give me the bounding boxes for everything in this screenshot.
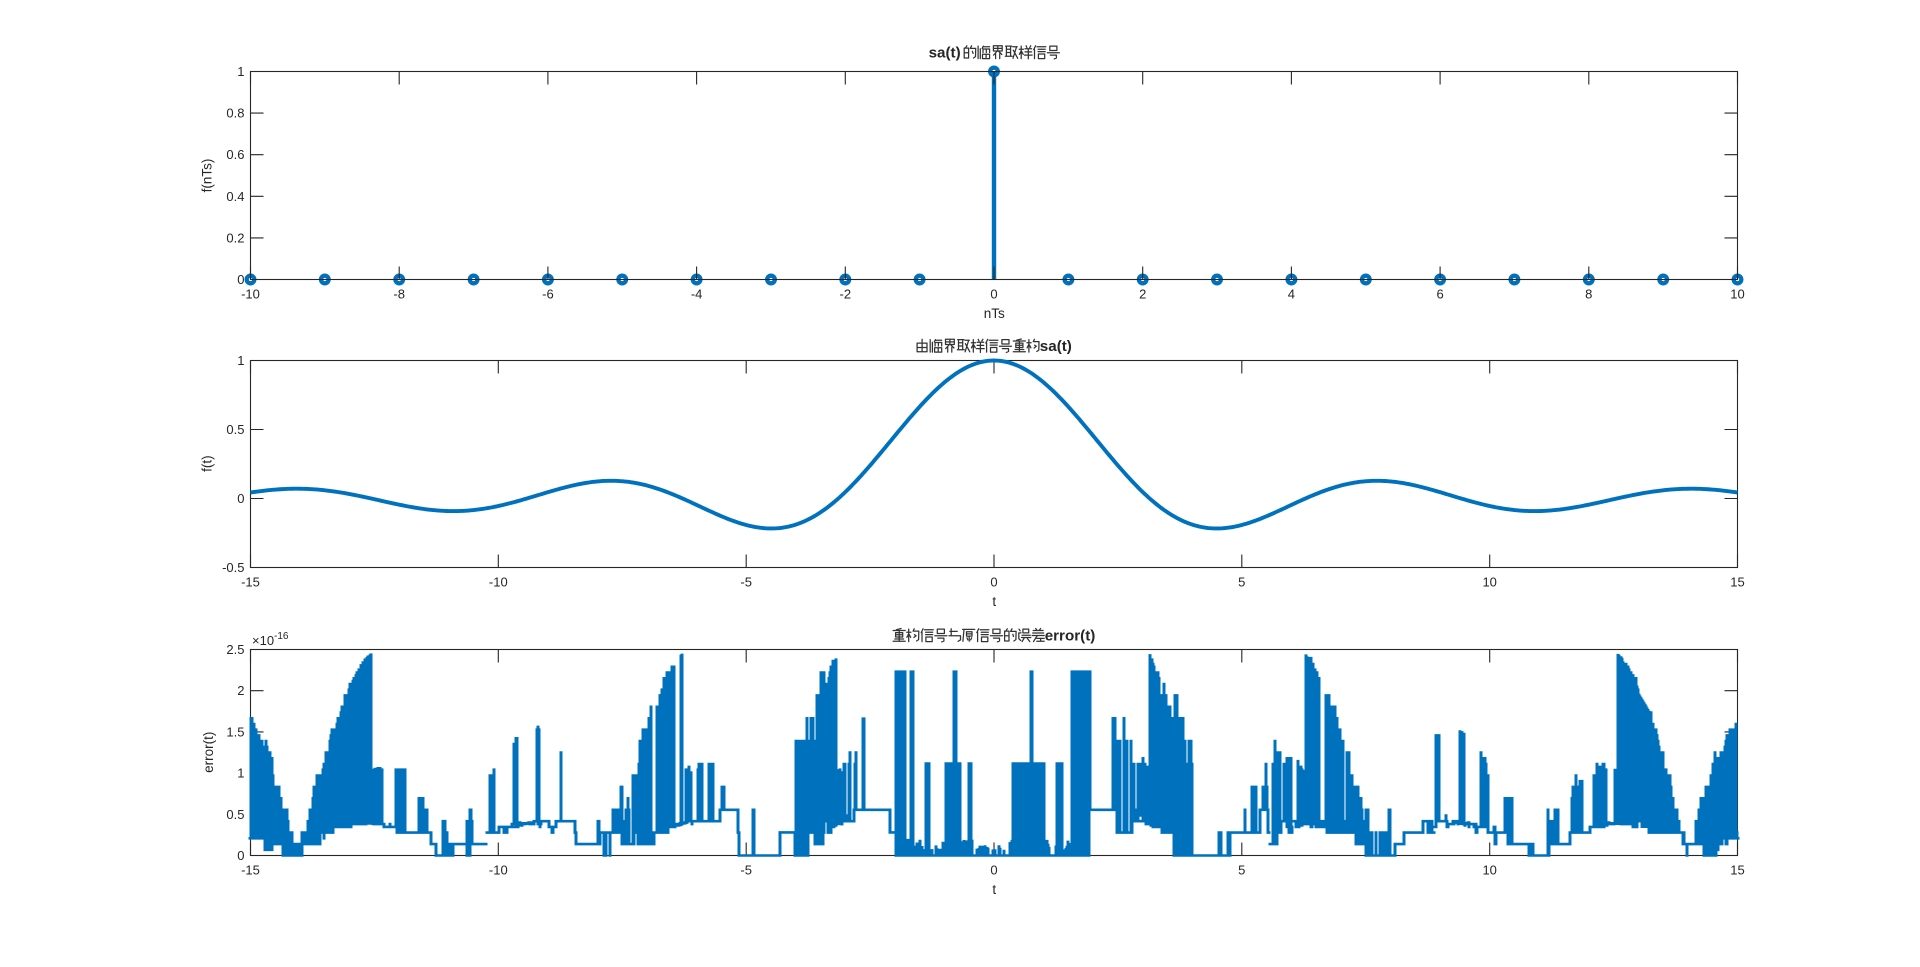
svg-text:-6: -6 [542,287,554,302]
svg-text:0: 0 [990,287,997,302]
svg-text:8: 8 [1585,287,1592,302]
svg-text:sa(t): sa(t) [929,45,961,62]
svg-text:0: 0 [237,272,244,287]
svg-text:error(t): error(t) [1045,628,1096,645]
svg-text:0.5: 0.5 [226,807,244,822]
svg-text:f(t): f(t) [200,455,215,472]
svg-text:-15: -15 [241,863,260,878]
svg-text:0.5: 0.5 [226,422,244,437]
svg-text:0: 0 [990,863,997,878]
svg-text:10: 10 [1730,287,1744,302]
svg-text:5: 5 [1238,863,1245,878]
svg-text:1: 1 [237,64,244,79]
svg-text:-10: -10 [489,863,508,878]
svg-text:nTs: nTs [984,306,1005,321]
svg-text:f(nTs): f(nTs) [200,159,215,193]
svg-text:-2: -2 [840,287,852,302]
svg-text:15: 15 [1730,863,1744,878]
svg-text:t: t [992,594,996,609]
svg-text:0.2: 0.2 [226,230,244,245]
svg-text:-0.5: -0.5 [222,560,244,575]
svg-text:-16: -16 [274,631,289,642]
svg-text:×10: ×10 [252,633,274,648]
svg-text:error(t): error(t) [201,732,216,773]
svg-text:6: 6 [1436,287,1443,302]
svg-text:1.5: 1.5 [226,724,244,739]
svg-text:sa(t): sa(t) [1040,338,1072,355]
svg-text:-10: -10 [489,575,508,590]
svg-text:2: 2 [1139,287,1146,302]
svg-text:2.5: 2.5 [226,642,244,657]
svg-text:-4: -4 [691,287,703,302]
svg-text:-10: -10 [241,287,260,302]
svg-text:-8: -8 [393,287,405,302]
svg-text:15: 15 [1730,575,1744,590]
svg-text:10: 10 [1482,575,1496,590]
svg-text:4: 4 [1288,287,1295,302]
svg-text:t: t [992,882,996,897]
svg-text:1: 1 [237,353,244,368]
svg-text:0: 0 [237,848,244,863]
svg-text:0.6: 0.6 [226,147,244,162]
svg-text:0.8: 0.8 [226,106,244,121]
svg-text:10: 10 [1482,863,1496,878]
svg-text:-5: -5 [740,863,752,878]
svg-text:5: 5 [1238,575,1245,590]
svg-text:1: 1 [237,766,244,781]
svg-text:0: 0 [237,491,244,506]
svg-text:2: 2 [237,683,244,698]
svg-text:0: 0 [990,575,997,590]
svg-text:-5: -5 [740,575,752,590]
svg-text:0.4: 0.4 [226,189,244,204]
svg-text:-15: -15 [241,575,260,590]
